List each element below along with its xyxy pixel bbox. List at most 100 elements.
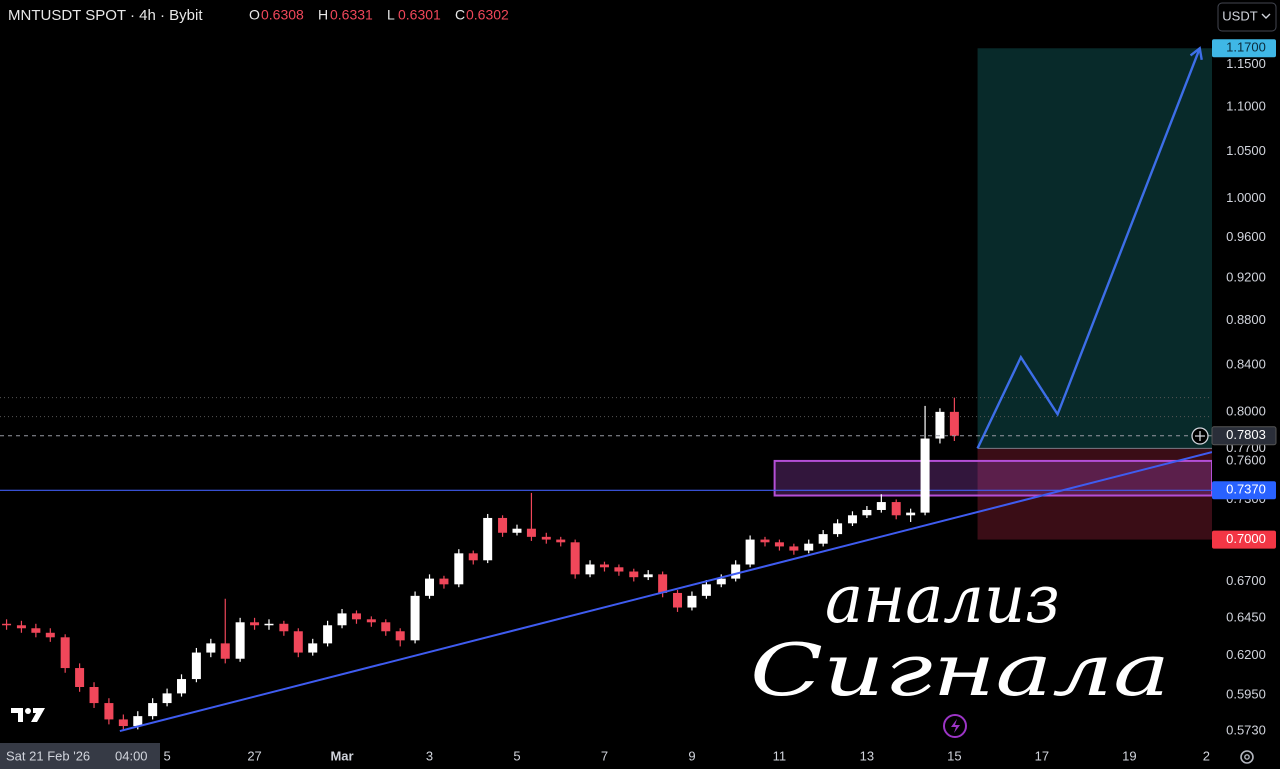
candle-body	[745, 539, 755, 565]
candle-body	[191, 652, 201, 680]
candle-body	[293, 631, 303, 653]
candle-body	[220, 643, 230, 659]
price-label: 0.7803	[1226, 427, 1266, 442]
candle-body	[949, 411, 959, 436]
ohlc-key: C	[455, 7, 465, 23]
candle-body	[614, 567, 624, 572]
x-tick-label: 11	[773, 748, 787, 763]
candle-body	[133, 716, 143, 727]
candle-body	[366, 619, 376, 623]
tradingview-logo	[11, 708, 45, 722]
candle-body	[45, 632, 55, 638]
x-tick-label: 13	[860, 748, 874, 763]
x-tick-label: 15	[947, 748, 961, 763]
y-tick-label: 0.9600	[1226, 229, 1266, 244]
flash-icon[interactable]	[943, 714, 967, 738]
candle-body	[483, 517, 493, 561]
candle-body	[264, 623, 274, 626]
y-tick-label: 1.1500	[1226, 56, 1266, 71]
candle-body	[439, 578, 449, 585]
add-alert-icon[interactable]	[1191, 427, 1209, 445]
settings-icon[interactable]	[1240, 750, 1254, 764]
ohlc-value: 0.6308	[261, 7, 304, 23]
candle-body	[599, 564, 609, 568]
y-tick-label: 0.6450	[1226, 609, 1266, 624]
ohlc-value: 0.6331	[330, 7, 373, 23]
candle-body	[658, 574, 668, 593]
ohlc-key: L	[387, 7, 395, 23]
candle-body	[629, 571, 639, 578]
price-axis	[1212, 0, 1280, 769]
x-tick-label: 7	[601, 748, 608, 763]
x-tick-label: 3	[426, 748, 433, 763]
candle-body	[31, 628, 41, 633]
candle-body	[789, 546, 799, 551]
candle-body	[643, 574, 653, 578]
crosshair-date: Sat 21 Feb '26	[6, 748, 90, 763]
candle-body	[75, 668, 85, 687]
candle-body	[104, 703, 114, 720]
trendline	[119, 451, 1212, 733]
candle-body	[337, 613, 347, 626]
y-tick-label: 1.0000	[1226, 190, 1266, 205]
candle-body	[89, 686, 99, 704]
candle-body	[235, 622, 245, 659]
ohlc-key: O	[249, 7, 260, 23]
y-tick-label: 0.5950	[1226, 686, 1266, 701]
candle-body	[818, 534, 828, 544]
x-tick-label: 19	[1122, 748, 1136, 763]
candle-body	[410, 595, 420, 641]
y-tick-label: 0.9200	[1226, 270, 1266, 285]
y-tick-label: 0.6700	[1226, 573, 1266, 588]
y-tick-label: 1.0500	[1226, 143, 1266, 158]
x-tick-label: 9	[688, 748, 695, 763]
candle-body	[498, 517, 508, 533]
candle-body	[381, 622, 391, 632]
candle-body	[250, 622, 260, 626]
y-tick-label: 0.8400	[1226, 357, 1266, 372]
candle-body	[701, 584, 711, 596]
candle-body	[541, 536, 551, 540]
x-tick-label: 5	[513, 748, 520, 763]
stop-zone	[977, 448, 1212, 540]
axes: 0.57300.59500.62000.64500.67000.73000.76…	[0, 39, 1277, 769]
x-tick-label: 17	[1035, 748, 1049, 763]
x-tick-label: 5	[163, 748, 170, 763]
candle-body	[760, 539, 770, 543]
candle-body	[118, 719, 128, 727]
price-label-box	[1212, 530, 1276, 549]
y-tick-label: 0.5730	[1226, 722, 1266, 737]
candle-body	[906, 512, 916, 516]
annotation: анализ	[825, 561, 1060, 638]
candle-body	[833, 523, 843, 535]
candle-body	[862, 509, 872, 516]
x-tick-label: 27	[247, 748, 261, 763]
candle-body	[891, 502, 901, 516]
price-label: 0.7000	[1226, 531, 1266, 546]
candle-body	[2, 623, 12, 626]
candle-body	[308, 643, 318, 653]
candle-body	[526, 528, 536, 537]
ohlc-value: 0.6301	[398, 7, 441, 23]
candle-body	[512, 528, 522, 533]
candle-body	[847, 515, 857, 524]
candle-body	[673, 592, 683, 608]
currency-label[interactable]: USDT	[1222, 8, 1257, 23]
price-label-box	[1211, 426, 1277, 446]
candle-body	[206, 643, 216, 653]
price-label: 0.7370	[1226, 482, 1266, 497]
candle-body	[177, 679, 187, 694]
candle-body	[148, 703, 158, 717]
dropdown-icon[interactable]	[1261, 13, 1271, 19]
ohlc-value: 0.6302	[466, 7, 509, 23]
candle-body	[395, 631, 405, 641]
chart-title: MNTUSDT SPOT · 4h · Bybit	[8, 7, 203, 24]
currency-button[interactable]	[1217, 2, 1277, 32]
crosshair-box	[0, 743, 160, 769]
y-tick-label: 0.7600	[1226, 452, 1266, 467]
candle-body	[454, 553, 464, 585]
ui: USDT	[11, 2, 1277, 764]
candle-body	[935, 411, 945, 439]
plot-area	[0, 48, 1212, 733]
candle-body	[804, 543, 814, 551]
